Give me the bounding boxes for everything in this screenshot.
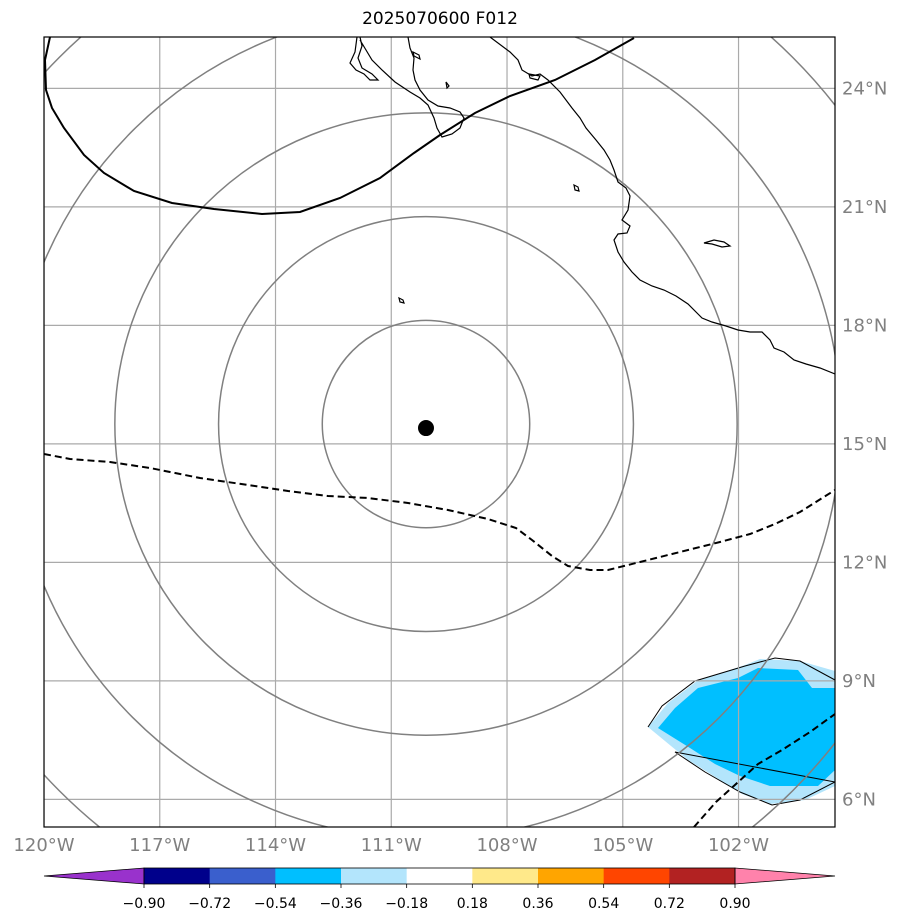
island-6 xyxy=(398,296,405,304)
colorbar-label: −0.54 xyxy=(254,896,297,912)
dashed-contour-line xyxy=(44,453,835,571)
colorbar-label: 0.36 xyxy=(522,896,553,912)
island-4 xyxy=(573,183,580,192)
colorbar-outline xyxy=(143,867,736,885)
lon-tick-label: 105°W xyxy=(592,835,653,856)
coastline xyxy=(349,37,835,375)
colorbar-label: −0.36 xyxy=(320,896,363,912)
lat-tick-label: 6°N xyxy=(842,789,876,810)
lon-tick-label: 111°W xyxy=(361,835,422,856)
colorbar-extend-low xyxy=(43,867,145,885)
storm-center-marker xyxy=(417,420,434,437)
coastline-mainland xyxy=(349,37,465,138)
shaded-anomaly-region xyxy=(647,657,835,806)
map-frame xyxy=(43,36,836,828)
range-ring xyxy=(321,319,531,529)
lon-tick-label: 120°W xyxy=(13,835,74,856)
lat-tick-label: 9°N xyxy=(842,671,876,692)
shade-dark-patch xyxy=(658,668,835,786)
lon-tick-label: 102°W xyxy=(708,835,769,856)
colorbar-segment xyxy=(603,868,670,884)
colorbar-label: −0.18 xyxy=(385,896,428,912)
latitude-tick-labels: 6°N 9°N 12°N 15°N 18°N 21°N 24°N xyxy=(842,78,887,810)
colorbar-segment xyxy=(669,868,736,884)
island-5 xyxy=(703,239,732,248)
colorbar-label: −0.90 xyxy=(123,896,166,912)
island-2 xyxy=(445,81,450,90)
lat-tick-label: 18°N xyxy=(842,315,887,336)
colorbar-label: −0.72 xyxy=(188,896,231,912)
lat-tick-label: 12°N xyxy=(842,552,887,573)
colorbar-segment xyxy=(341,868,408,884)
colorbar-segment xyxy=(406,868,473,884)
dashed-contour-line-lower xyxy=(693,713,835,827)
map-title: 2025070600 F012 xyxy=(362,9,518,29)
colorbar-segment xyxy=(538,868,605,884)
island-3 xyxy=(528,73,541,81)
colorbar-label: 0.54 xyxy=(588,896,619,912)
solid-contour-line xyxy=(44,37,635,216)
colorbar-label: 0.72 xyxy=(654,896,685,912)
range-ring xyxy=(217,215,635,633)
colorbar-segment xyxy=(275,868,342,884)
colorbar-segment xyxy=(472,868,539,884)
lat-tick-label: 21°N xyxy=(842,197,887,218)
colorbar: −0.90 −0.72 −0.54 −0.36 −0.18 0.18 0.36 0.54 0.7… xyxy=(43,867,836,912)
coastline-mexico-pacific xyxy=(489,37,835,375)
lon-tick-label: 108°W xyxy=(476,835,537,856)
colorbar-extend-high xyxy=(734,867,836,885)
lon-tick-label: 114°W xyxy=(245,835,306,856)
lat-tick-label: 15°N xyxy=(842,434,887,455)
colorbar-label: 0.18 xyxy=(457,896,488,912)
lat-tick-label: 24°N xyxy=(842,78,887,99)
gridlines xyxy=(44,37,835,827)
longitude-tick-labels: 120°W 117°W 114°W 111°W 108°W 105°W 102°W xyxy=(13,835,769,856)
colorbar-label: 0.90 xyxy=(719,896,750,912)
lon-tick-label: 117°W xyxy=(129,835,190,856)
island-1 xyxy=(412,50,421,61)
colorbar-segment xyxy=(209,868,276,884)
shade-contour xyxy=(647,657,835,806)
colorbar-segment xyxy=(144,868,211,884)
range-ring xyxy=(114,112,738,736)
